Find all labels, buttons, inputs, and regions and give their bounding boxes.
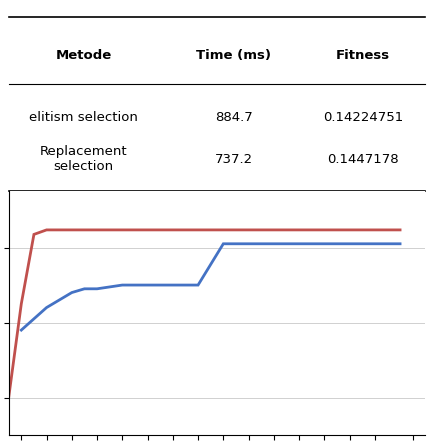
Text: 737.2: 737.2: [214, 153, 253, 166]
Text: 0.14224751: 0.14224751: [323, 111, 403, 124]
Text: 0.1447178: 0.1447178: [327, 153, 399, 166]
Text: Fitness: Fitness: [336, 49, 390, 62]
Text: elitism selection: elitism selection: [29, 111, 138, 124]
Text: 884.7: 884.7: [215, 111, 253, 124]
Text: Metode: Metode: [56, 49, 112, 62]
Text: Replacement
selection: Replacement selection: [40, 145, 128, 173]
Text: Time (ms): Time (ms): [196, 49, 271, 62]
